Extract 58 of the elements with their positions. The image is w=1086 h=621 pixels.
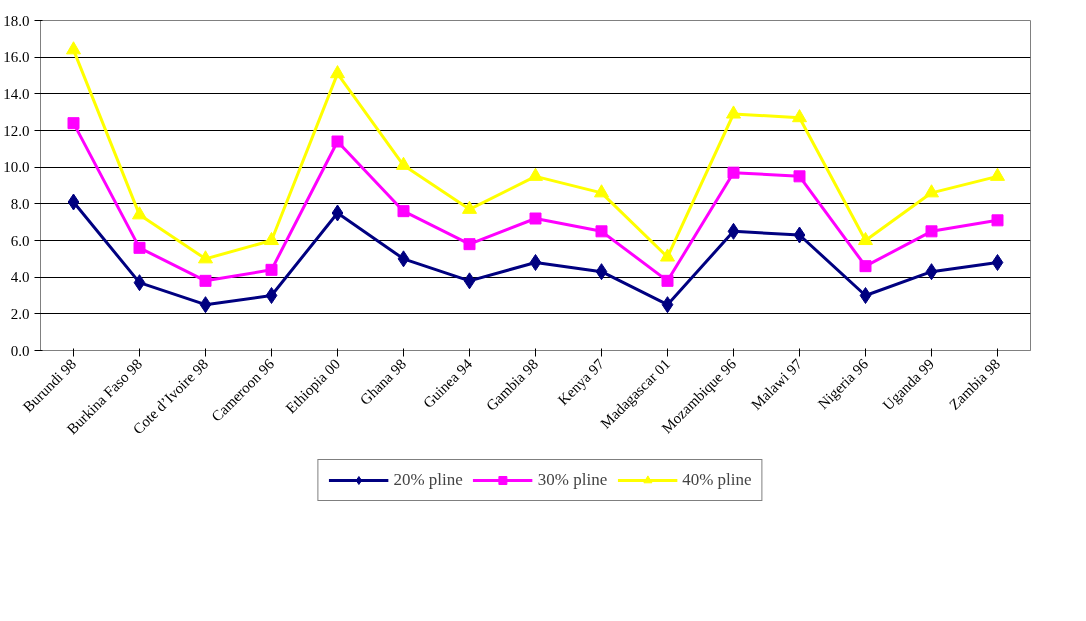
point: [594, 184, 609, 198]
point: [264, 231, 279, 246]
point: [858, 231, 873, 246]
point: [397, 250, 410, 268]
point: [132, 206, 147, 220]
point: [463, 272, 476, 290]
point: [661, 274, 674, 287]
point: [198, 250, 213, 264]
point: [66, 41, 81, 55]
point: [595, 225, 608, 238]
point: [793, 226, 806, 244]
point: [397, 205, 410, 218]
point: [991, 214, 1004, 227]
legend-label: 30% pline: [537, 470, 608, 490]
point: [331, 204, 344, 222]
legend-label: 40% pline: [682, 470, 752, 490]
point: [528, 167, 543, 181]
point: [793, 170, 806, 183]
point: [330, 65, 345, 79]
point: [133, 274, 146, 292]
point: [67, 117, 80, 130]
point: [990, 167, 1005, 181]
point: [463, 238, 476, 251]
point: [265, 263, 278, 276]
point: [661, 296, 674, 314]
point: [924, 184, 939, 198]
point: [67, 193, 80, 211]
point: [265, 287, 278, 304]
point: [529, 254, 542, 271]
point: [396, 156, 411, 170]
point: [991, 254, 1004, 271]
point: [925, 225, 938, 238]
point: [133, 241, 146, 254]
y-tick-label: 12.0: [3, 122, 30, 139]
y-tick-label: 2.0: [10, 305, 30, 322]
point: [727, 166, 740, 179]
y-tick-label: 8.0: [10, 195, 30, 212]
y-tick-label: 10.0: [3, 159, 30, 176]
point: [859, 260, 872, 273]
point: [925, 263, 938, 281]
y-tick-label: 18.0: [3, 12, 30, 29]
point: [462, 200, 477, 214]
point: [660, 248, 675, 262]
point: [726, 105, 741, 119]
point: [595, 263, 608, 281]
point: [331, 135, 344, 148]
point: [727, 222, 740, 240]
point: [199, 274, 212, 287]
point: [792, 109, 807, 123]
y-tick-label: 6.0: [10, 232, 30, 249]
y-tick-label: 4.0: [10, 269, 30, 286]
y-tick-label: 0.0: [10, 342, 30, 359]
point: [199, 296, 212, 314]
point: [859, 287, 872, 304]
y-tick-label: 14.0: [3, 85, 30, 102]
legend-label: 20% pline: [393, 470, 463, 490]
y-tick-label: 16.0: [3, 49, 30, 66]
point: [529, 212, 542, 225]
